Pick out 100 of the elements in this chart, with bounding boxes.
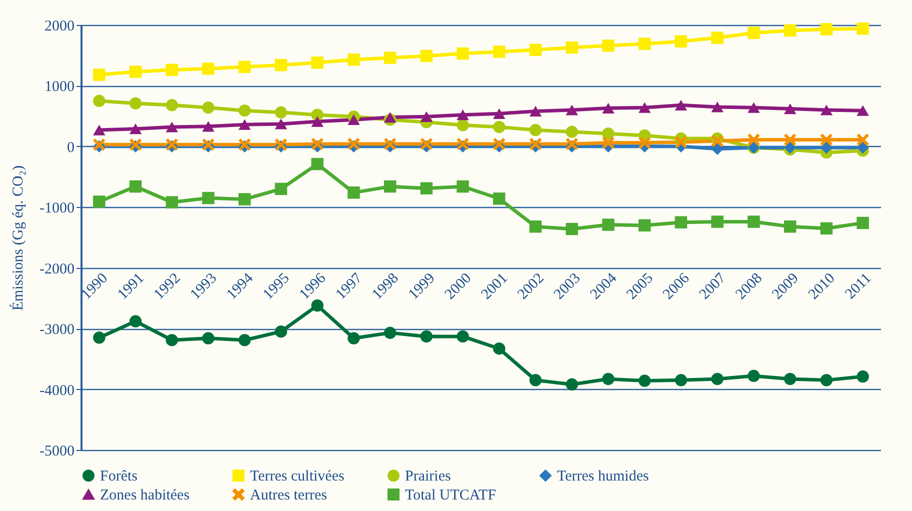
point [129,180,142,193]
point [420,138,433,150]
point [202,192,214,204]
point [748,216,760,228]
x-tick-label: 1991 [114,270,148,303]
point [856,370,869,383]
point [238,334,251,346]
point [420,330,433,343]
point [602,136,614,149]
point [711,372,724,386]
y-tick-label: 2000 [44,18,74,34]
point [493,342,506,355]
point [129,97,142,110]
legend-label: Autres terres [250,488,328,504]
x-tick-label: 2011 [842,270,875,302]
point [602,128,614,140]
y-tick-label: -3000 [40,322,74,338]
point [784,134,796,146]
point [820,104,833,116]
point [311,116,324,127]
point [420,50,433,62]
point [711,216,724,228]
point [674,136,688,148]
point [493,108,506,119]
point [93,196,106,208]
point [274,106,288,119]
point [274,118,288,130]
point [784,220,796,233]
point [166,64,178,76]
point [493,138,506,150]
point [166,196,178,208]
x-tick-label: 2001 [478,270,511,303]
legend-label: Terres humides [557,468,649,485]
point [202,332,214,344]
point [529,124,542,136]
point [856,216,869,230]
point [748,370,760,382]
point [529,138,542,150]
point [311,138,324,150]
point [674,35,688,48]
point [711,134,724,148]
point [638,102,651,113]
x-tick-label: 1992 [151,270,184,303]
point [238,104,251,117]
point [311,299,324,312]
point [129,315,142,328]
legend-label: Total UTCATF [405,488,496,504]
point [238,193,251,206]
point [93,94,106,108]
point [420,182,433,194]
point [820,222,833,235]
point [384,326,396,339]
point [638,136,651,149]
point [566,378,578,391]
point [529,44,542,56]
legend-label: Zones habitées [100,488,190,504]
point [456,330,469,343]
point [274,325,288,338]
point [820,23,833,36]
point [456,110,469,120]
point [529,374,542,386]
point [238,119,251,130]
point [602,40,614,52]
x-tick-label: 1990 [78,270,111,303]
point [274,182,288,196]
point [384,112,396,123]
point [456,180,469,193]
point [456,138,469,150]
point [348,114,360,126]
point [566,222,578,236]
point [166,99,178,112]
y-tick-label: 1000 [44,79,74,96]
point [566,104,578,116]
point [129,124,142,134]
point [456,119,469,132]
point [711,142,724,155]
point [856,22,869,35]
point [566,126,578,138]
point [748,26,760,40]
point [202,62,214,75]
point [820,374,833,386]
point [674,374,688,386]
point [638,374,651,387]
point [384,52,396,64]
point [348,138,360,150]
point [456,47,469,60]
point [93,68,106,81]
point [529,220,542,233]
point [311,108,324,121]
point [566,138,578,150]
point [384,180,396,193]
point [784,24,796,37]
point [348,332,360,344]
point [602,372,614,386]
point [856,105,869,116]
point [674,100,688,110]
point [348,186,360,199]
point [202,101,214,114]
point [748,134,760,146]
point [311,158,324,170]
